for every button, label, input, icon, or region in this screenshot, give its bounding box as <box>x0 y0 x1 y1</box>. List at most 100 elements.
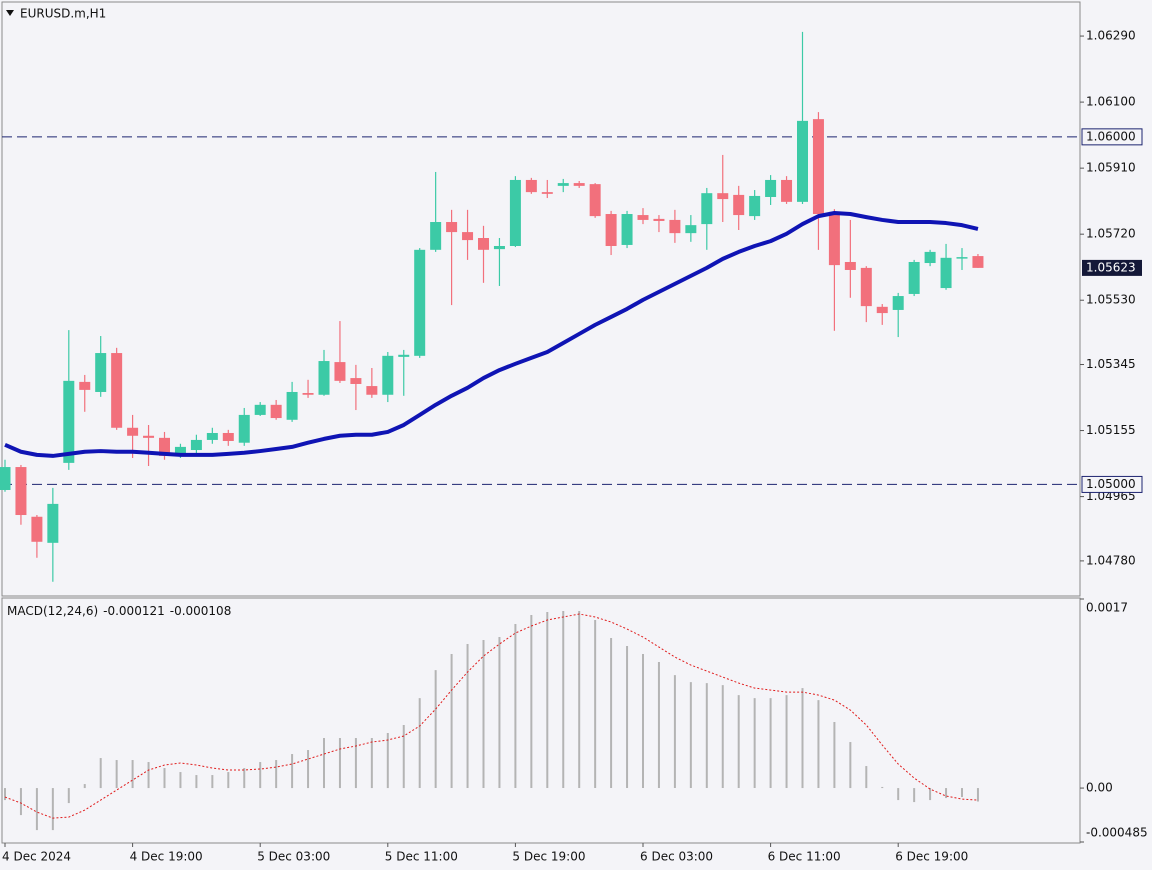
candle-body <box>876 306 888 314</box>
candle-body <box>159 437 170 456</box>
candle-body <box>334 362 346 381</box>
candle-body <box>366 386 378 395</box>
candle-body <box>15 467 27 516</box>
candle-body <box>589 184 601 217</box>
y-tick-label: 1.05345 <box>1086 357 1136 371</box>
x-tick-label: 6 Dec 19:00 <box>895 850 968 864</box>
macd-title-part: MACD(12,24,6) <box>7 604 98 618</box>
candle-body <box>844 261 856 270</box>
candle-body <box>63 380 75 463</box>
chart-title: EURUSD.m,H1 <box>20 7 106 21</box>
candle-body <box>254 404 266 415</box>
candle-body <box>190 439 202 451</box>
candle-body <box>828 211 840 266</box>
level-label: 1.05000 <box>1086 477 1136 491</box>
y-tick-label: 1.06290 <box>1086 29 1136 43</box>
candle-body <box>0 467 11 490</box>
y-tick-label: 1.05720 <box>1086 227 1136 241</box>
x-tick-label: 6 Dec 11:00 <box>768 850 841 864</box>
y-tick-label: 1.05530 <box>1086 293 1136 307</box>
x-tick-label: 5 Dec 19:00 <box>512 850 585 864</box>
x-tick-label: 5 Dec 03:00 <box>257 850 330 864</box>
level-label-box <box>1081 475 1143 493</box>
candle-body <box>541 192 553 194</box>
x-tick-label: 4 Dec 19:00 <box>130 850 203 864</box>
candle-body <box>908 261 920 294</box>
y-tick-label: 0.0017 <box>1086 601 1128 615</box>
candle-body <box>302 393 314 395</box>
level-label: 1.06000 <box>1086 129 1136 143</box>
candle-body <box>605 214 617 246</box>
x-tick-label: 5 Dec 11:00 <box>385 850 458 864</box>
candle-body <box>717 193 729 200</box>
candle-body <box>653 218 665 221</box>
macd-panel <box>1 597 1081 844</box>
candle-body <box>637 215 649 220</box>
candle-body <box>972 256 984 268</box>
price-label-box <box>1082 259 1142 276</box>
candle-body <box>956 257 968 259</box>
candle-body <box>669 219 681 234</box>
candle-body <box>222 432 234 441</box>
candle-body <box>238 414 250 443</box>
candle-body <box>143 435 155 438</box>
current-price-label: 1.05623 <box>1086 260 1136 274</box>
candle-body <box>573 183 585 186</box>
symbol-menu-icon[interactable] <box>6 10 14 16</box>
moving-average <box>4 210 979 458</box>
candle-body <box>749 195 761 217</box>
candle-body <box>398 354 410 357</box>
candle-body <box>31 516 43 542</box>
candle-body <box>797 120 808 202</box>
x-tick-label: 6 Dec 03:00 <box>640 850 713 864</box>
candle-body <box>95 353 107 392</box>
candle-body <box>685 225 697 234</box>
macd-title-part: -0.000108 <box>170 604 232 618</box>
candle-body <box>924 251 936 264</box>
candle-body <box>382 355 394 395</box>
signal-line <box>4 613 978 819</box>
x-tick-label: 4 Dec 2024 <box>2 850 71 864</box>
plot-layer: 1.06290 1.06100 1.05910 1.05720 1.05530 1.053… <box>0 29 1148 864</box>
y-tick-label: -0.000485 <box>1086 826 1148 840</box>
candle-body <box>206 432 218 440</box>
y-tick-label: 1.06100 <box>1086 95 1136 109</box>
candle-body <box>462 232 474 241</box>
candle-body <box>478 238 489 250</box>
candle-body <box>174 446 186 455</box>
candle-body <box>270 404 282 419</box>
y-tick-label: 1.05910 <box>1086 161 1136 175</box>
candle-body <box>414 249 426 356</box>
candle-body <box>940 257 952 289</box>
y-tick-label: 0.00 <box>1086 781 1113 795</box>
candle-body <box>47 503 59 543</box>
candle-body <box>765 179 777 197</box>
candle-body <box>733 194 745 216</box>
candle-body <box>621 214 633 245</box>
candle-body <box>509 179 521 246</box>
candle-body <box>286 391 298 420</box>
main-panel <box>1 1 1081 597</box>
candle-body <box>318 361 330 395</box>
candle-body <box>812 119 824 215</box>
y-tick-label: 1.05155 <box>1086 423 1136 437</box>
candle-body <box>701 193 713 225</box>
candle-body <box>79 381 91 390</box>
candle-body <box>493 245 505 250</box>
macd-title-part: -0.000121 <box>103 604 165 618</box>
candle-body <box>430 222 442 250</box>
candle-body <box>127 427 139 436</box>
candle-body <box>111 353 123 428</box>
macd-title: MACD(12,24,6) -0.000121 -0.000108 <box>7 604 231 618</box>
candle-body <box>525 179 537 193</box>
candle-body <box>892 296 904 310</box>
candle-body <box>557 183 569 186</box>
candle-body <box>860 267 872 307</box>
candle-body <box>446 222 458 233</box>
y-tick-label: 1.04780 <box>1086 553 1136 567</box>
candle-body <box>781 179 793 202</box>
candle-body <box>350 378 362 384</box>
level-label-box <box>1081 128 1143 146</box>
